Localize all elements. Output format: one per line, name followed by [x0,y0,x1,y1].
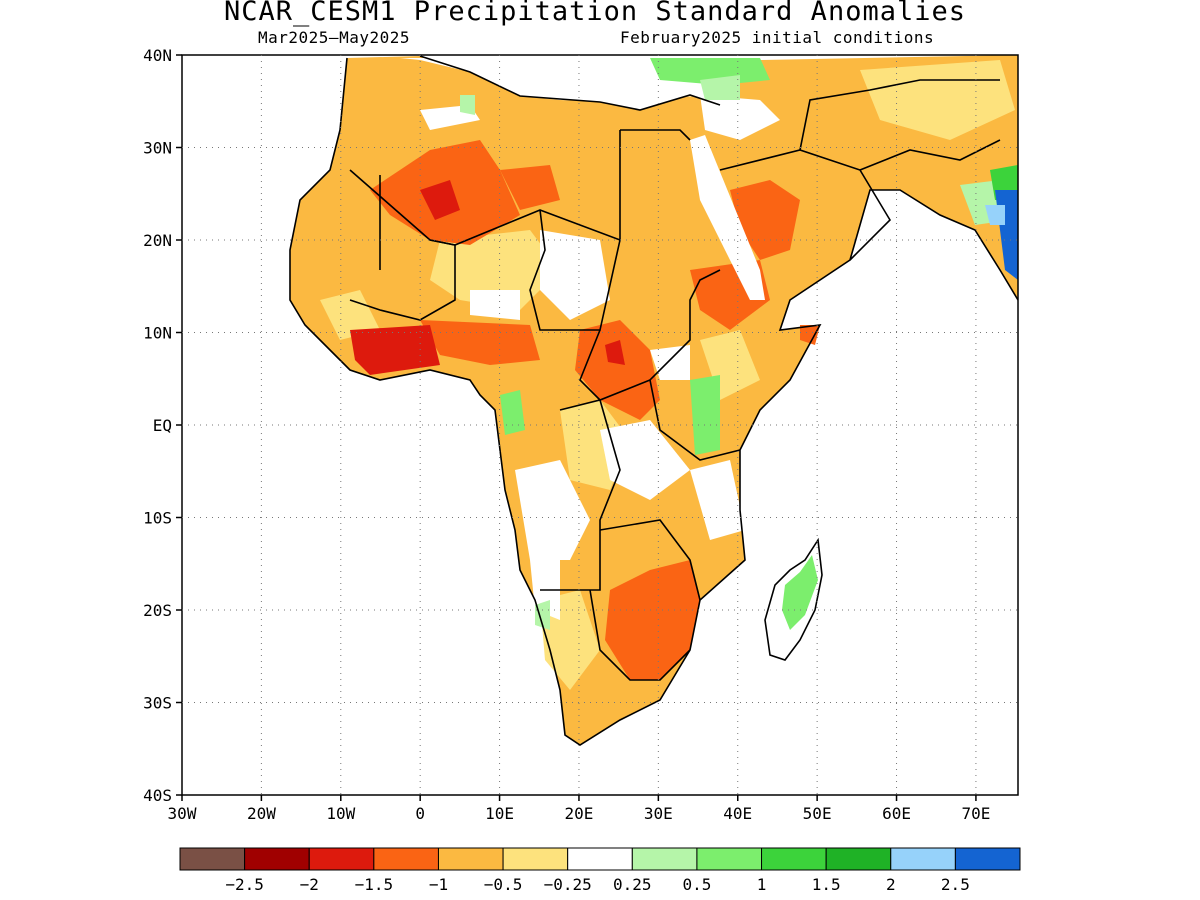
lon-label: 0 [415,804,425,823]
colorbar-swatch [825,847,892,871]
colorbar-swatch [244,847,310,871]
gridlines [176,54,1018,801]
colorbar-label: 0.5 [682,875,711,894]
lat-label: 40S [143,786,172,805]
lon-label: 70E [961,804,990,823]
colorbar-label: −0.5 [484,875,523,894]
colorbar-swatch [890,847,956,871]
lat-label: 10S [143,509,172,528]
colorbar-label: −2 [300,875,319,894]
colorbar-label: 2 [886,875,896,894]
country-borders [289,55,1018,746]
lat-label: 20N [143,231,172,250]
colorbar-label: 0.25 [613,875,652,894]
lon-label: 30E [644,804,673,823]
colorbar-label: 1 [757,875,767,894]
longitude-labels: 30W 20W 10W 0 10E 20E 30E 40E 50E 60E 70E [168,804,991,823]
lon-label: 10W [326,804,355,823]
lon-label: 20E [565,804,594,823]
colorbar-swatch [502,847,569,871]
colorbar: −2.5 −2 −1.5 −1 −0.5 −0.25 0.25 0.5 1 1.5 2 2.5 [179,847,1021,894]
colorbar-swatch [308,847,375,871]
lat-label: 20S [143,601,172,620]
madagascar-wet [782,555,818,630]
colorbar-swatch [373,847,439,871]
anomaly-field [289,55,1018,746]
colorbar-swatch [696,847,763,871]
red-sea [690,135,765,300]
colorbar-swatch [437,847,504,871]
valid-period: Mar2025–May2025 [258,28,410,47]
colorbar-label: 2.5 [941,875,970,894]
latitude-labels: 40N 30N 20N 10N EQ 10S 20S 30S 40S [143,46,172,805]
severe-dry-areas [350,180,625,375]
colorbar-swatch [954,847,1021,871]
colorbar-swatch [761,847,827,871]
lon-label: 60E [882,804,911,823]
lon-label: 30W [168,804,197,823]
lat-label: 30N [143,139,172,158]
lon-label: 20W [247,804,276,823]
lat-label: EQ [153,416,172,435]
colorbar-swatch [631,847,698,871]
colorbar-label: 1.5 [812,875,841,894]
lat-label: 30S [143,694,172,713]
colorbar-label: −2.5 [225,875,264,894]
initial-conditions: February2025 initial conditions [620,28,935,47]
lat-label: 40N [143,46,172,65]
colorbar-label: −0.25 [544,875,592,894]
chart-title: NCAR_CESM1 Precipitation Standard Anomal… [224,0,966,27]
lon-label: 10E [485,804,514,823]
lat-label: 10N [143,324,172,343]
wet-areas [460,58,1018,630]
colorbar-swatch [179,847,246,871]
lon-label: 50E [803,804,832,823]
colorbar-label: −1.5 [355,875,394,894]
strong-dry-areas [370,140,820,680]
lon-label: 40E [723,804,752,823]
colorbar-swatch [567,847,633,871]
colorbar-label: −1 [429,875,448,894]
